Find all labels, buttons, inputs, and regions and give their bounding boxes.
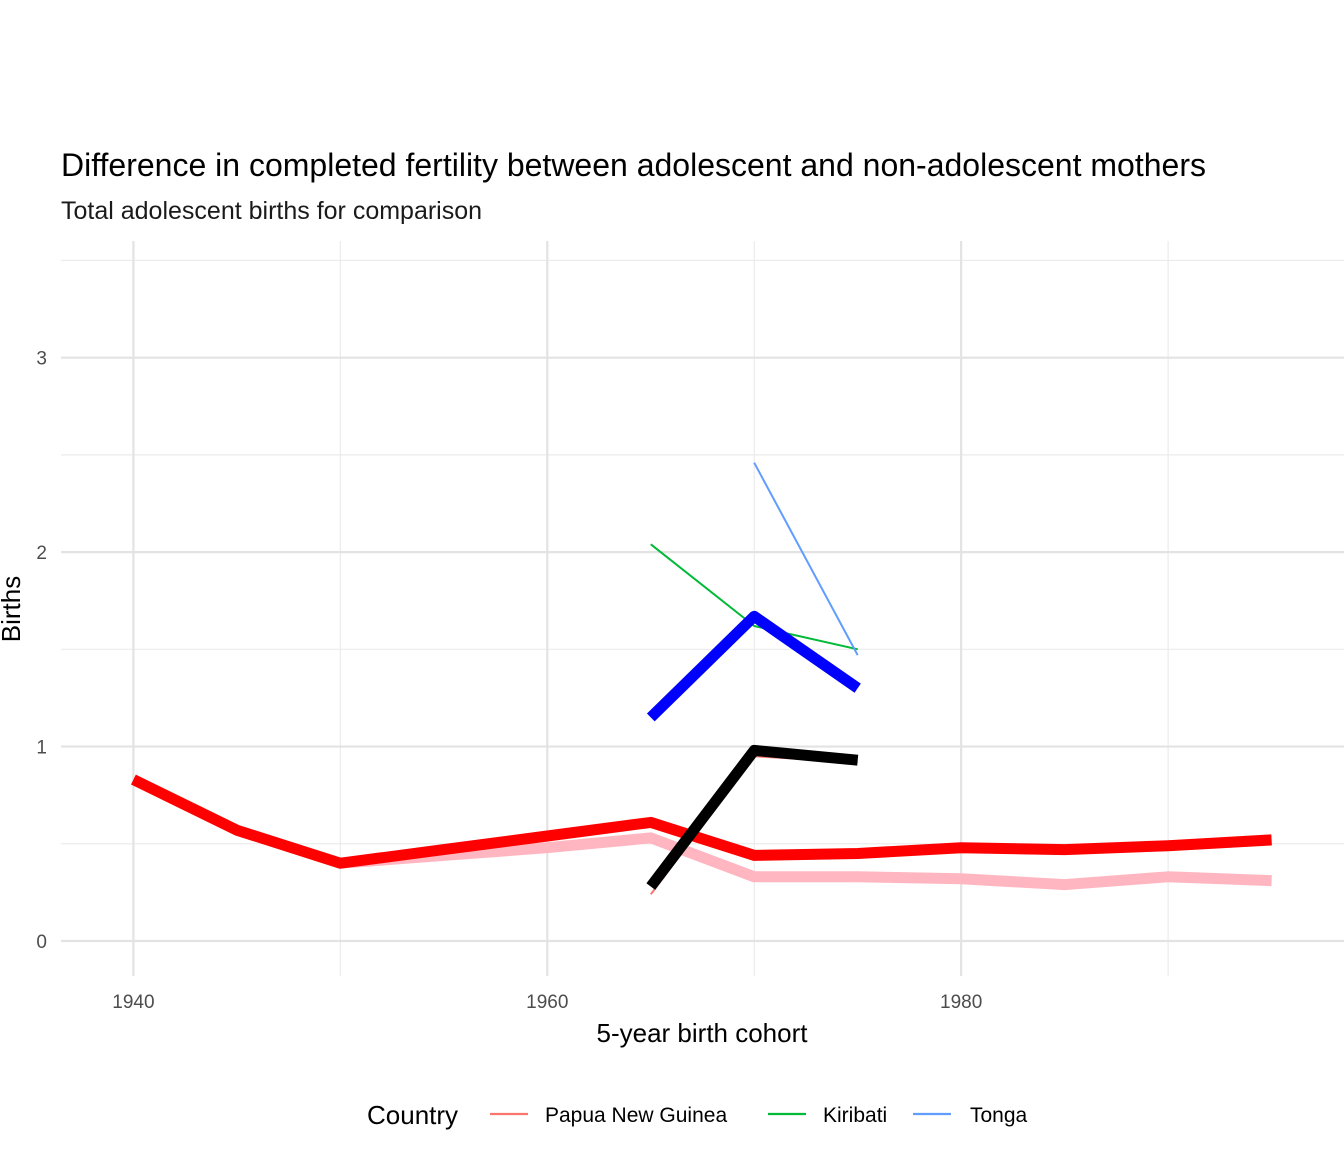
series-line [646, 744, 859, 890]
series-line [650, 543, 858, 651]
series-line [130, 774, 1272, 869]
legend-label: Papua New Guinea [545, 1104, 727, 1127]
series-line [339, 832, 1272, 891]
x-axis-title: 5-year birth cohort [597, 1018, 809, 1048]
legend-title: Country [367, 1100, 458, 1130]
series-line [753, 462, 859, 656]
major-gridlines [61, 241, 1344, 976]
y-axis-ticks: 0 1 2 3 [36, 349, 47, 953]
plot-lines [130, 462, 1272, 895]
y-axis-title: Births [0, 576, 26, 642]
y-tick-label: 3 [36, 349, 47, 370]
legend-label: Tonga [970, 1104, 1028, 1127]
chart-subtitle: Total adolescent births for comparison [61, 197, 482, 225]
series-line [646, 610, 861, 722]
minor-gridlines [61, 241, 1344, 976]
y-tick-label: 0 [36, 932, 47, 953]
x-axis-ticks: 1940 1960 1980 [112, 992, 982, 1013]
x-tick-label: 1960 [526, 992, 568, 1013]
y-tick-label: 2 [36, 543, 47, 564]
x-tick-label: 1940 [112, 992, 154, 1013]
y-tick-label: 1 [36, 738, 47, 759]
legend: Country Papua New Guinea Kiribati Tonga [367, 1100, 1028, 1130]
chart-title: Difference in completed fertility betwee… [61, 147, 1206, 183]
legend-label: Kiribati [823, 1104, 887, 1127]
x-tick-label: 1980 [940, 992, 982, 1013]
